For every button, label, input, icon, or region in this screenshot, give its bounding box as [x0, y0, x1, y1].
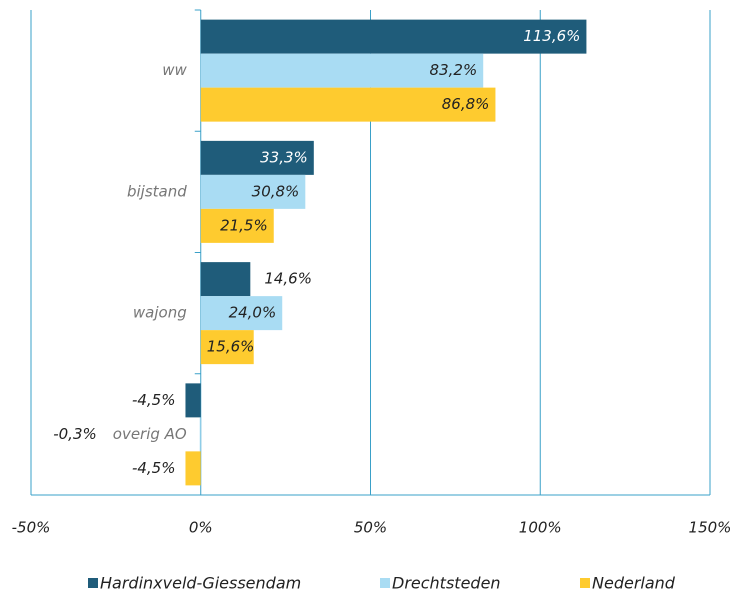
legend-label: Drechtsteden [392, 574, 501, 593]
bar [200, 19, 587, 54]
value-label: -4,5% [132, 459, 176, 477]
bar [185, 383, 201, 418]
value-label: 33,3% [260, 148, 308, 166]
bar [200, 87, 496, 122]
legend-label: Hardinxveld-Giessendam [100, 574, 301, 593]
y-tick-label: bijstand [127, 182, 187, 200]
x-tick-label: -50% [12, 519, 51, 537]
bar [200, 53, 484, 88]
x-tick-label: 0% [189, 519, 213, 537]
value-label: 83,2% [430, 61, 478, 79]
legend-swatch [88, 578, 98, 588]
bar [200, 174, 306, 209]
y-tick-label: overig AO [113, 425, 187, 443]
x-tick-label: 150% [689, 519, 732, 537]
value-label: 86,8% [442, 95, 490, 113]
legend-swatch [380, 578, 390, 588]
x-tick-label: 100% [519, 519, 562, 537]
y-tick-label: ww [162, 61, 187, 79]
y-tick-label: wajong [133, 304, 187, 322]
bar [200, 262, 251, 297]
value-label: 113,6% [523, 27, 580, 45]
legend-label: Nederland [592, 574, 676, 593]
value-label: 30,8% [252, 182, 300, 200]
bar [200, 208, 274, 243]
value-label: 14,6% [264, 270, 312, 288]
value-label: 24,0% [229, 304, 277, 322]
bar [199, 417, 201, 452]
value-label: 21,5% [220, 216, 268, 234]
bar [200, 296, 283, 331]
bar [200, 330, 254, 365]
bar [185, 451, 201, 486]
value-label: 15,6% [207, 338, 255, 356]
value-label: -4,5% [132, 391, 176, 409]
bar [200, 140, 314, 175]
value-label: -0,3% [53, 425, 97, 443]
legend-swatch [580, 578, 590, 588]
x-tick-label: 50% [354, 519, 387, 537]
